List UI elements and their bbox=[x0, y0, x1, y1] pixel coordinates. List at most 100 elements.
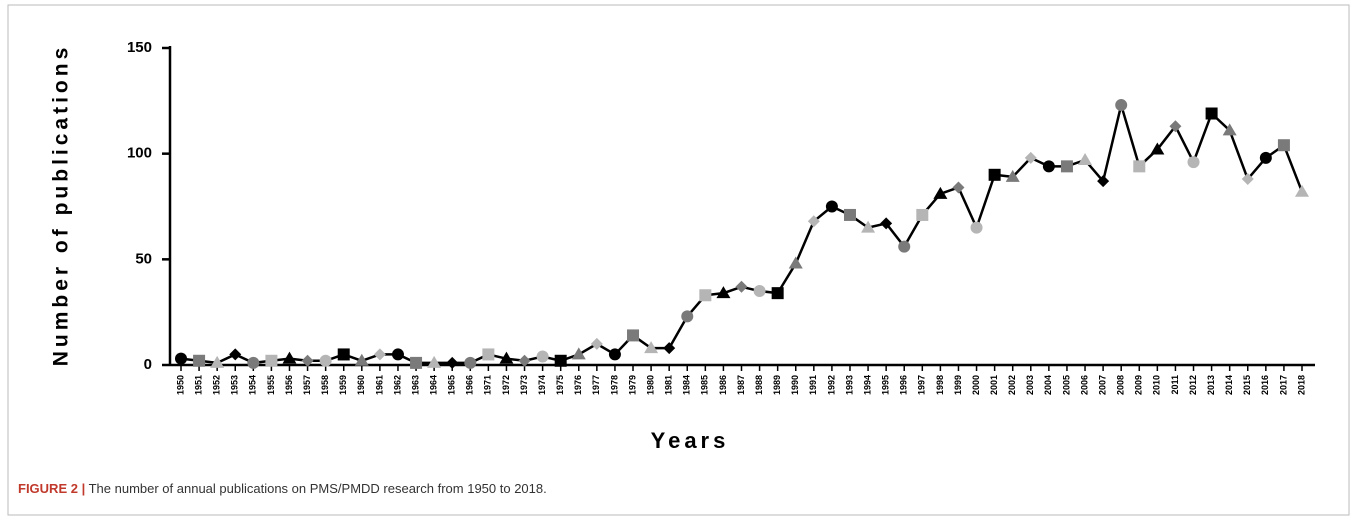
marker bbox=[210, 355, 225, 368]
marker bbox=[1241, 173, 1254, 186]
x-tick-label: 1990 bbox=[790, 375, 800, 395]
marker bbox=[663, 342, 676, 355]
marker bbox=[1060, 160, 1073, 173]
x-tick-label: 2004 bbox=[1043, 375, 1053, 395]
x-tick-label: 2009 bbox=[1134, 375, 1144, 395]
marker bbox=[427, 355, 442, 368]
x-tick-label: 1966 bbox=[465, 375, 475, 395]
marker bbox=[1005, 169, 1020, 182]
x-tick-label: 1991 bbox=[808, 375, 818, 395]
marker bbox=[337, 348, 350, 361]
x-tick-label: 1993 bbox=[844, 375, 854, 395]
x-tick-label: 1953 bbox=[230, 375, 240, 395]
marker bbox=[410, 356, 423, 369]
x-tick-label: 1979 bbox=[627, 375, 637, 395]
x-tick-label: 1959 bbox=[338, 375, 348, 395]
marker bbox=[301, 354, 314, 367]
x-tick-label: 2012 bbox=[1188, 375, 1198, 395]
marker bbox=[247, 356, 260, 369]
marker bbox=[753, 285, 766, 298]
x-tick-label: 2015 bbox=[1242, 375, 1252, 395]
marker bbox=[482, 348, 495, 361]
x-tick-label: 1972 bbox=[501, 375, 511, 395]
marker bbox=[825, 200, 838, 213]
y-axis-label: Number of publications bbox=[50, 44, 73, 367]
x-tick-label: 1994 bbox=[862, 375, 872, 395]
x-tick-label: 2013 bbox=[1206, 375, 1216, 395]
marker bbox=[843, 208, 856, 221]
marker bbox=[1024, 151, 1037, 164]
marker bbox=[446, 356, 459, 369]
marker bbox=[1097, 175, 1110, 188]
x-tick-label: 1996 bbox=[899, 375, 909, 395]
x-tick-label: 1987 bbox=[736, 375, 746, 395]
marker bbox=[1133, 160, 1146, 173]
marker bbox=[1259, 151, 1272, 164]
caption-label: FIGURE 2 | bbox=[18, 481, 85, 496]
x-tick-label: 1964 bbox=[429, 375, 439, 395]
x-tick-label: 1998 bbox=[935, 375, 945, 395]
x-tick-label: 1975 bbox=[555, 375, 565, 395]
marker bbox=[354, 353, 369, 366]
marker bbox=[861, 220, 876, 233]
marker bbox=[898, 240, 911, 253]
marker bbox=[788, 256, 803, 269]
data-line bbox=[180, 103, 1304, 365]
x-tick-label: 1957 bbox=[302, 375, 312, 395]
x-tick-label: 1984 bbox=[682, 375, 692, 395]
x-tick-label: 2018 bbox=[1296, 375, 1306, 395]
marker bbox=[933, 186, 948, 199]
x-tick-label: 2003 bbox=[1025, 375, 1035, 395]
x-tick-label: 1962 bbox=[392, 375, 402, 395]
x-tick-label: 1971 bbox=[483, 375, 493, 395]
marker bbox=[970, 221, 983, 234]
marker bbox=[319, 354, 332, 367]
x-tick-label: 1960 bbox=[356, 375, 366, 395]
marker bbox=[807, 215, 820, 228]
x-tick-label: 2000 bbox=[971, 375, 981, 395]
marker bbox=[916, 208, 929, 221]
marker bbox=[193, 354, 206, 367]
marker bbox=[771, 287, 784, 300]
x-tick-label: 1977 bbox=[591, 375, 601, 395]
marker bbox=[282, 351, 297, 364]
marker bbox=[1169, 120, 1182, 133]
x-tick-label: 1974 bbox=[537, 375, 547, 395]
x-tick-label: 1976 bbox=[573, 375, 583, 395]
x-tick-label: 1999 bbox=[953, 375, 963, 395]
x-tick-label: 2008 bbox=[1116, 375, 1126, 395]
marker bbox=[391, 348, 404, 361]
x-tick-label: 2007 bbox=[1097, 375, 1107, 395]
x-tick-label: 2001 bbox=[989, 375, 999, 395]
x-tick-label: 2002 bbox=[1007, 375, 1017, 395]
x-tick-label: 1988 bbox=[754, 375, 764, 395]
x-tick-label: 1980 bbox=[645, 375, 655, 395]
marker bbox=[1115, 99, 1128, 112]
x-tick-label: 2016 bbox=[1260, 375, 1270, 395]
x-tick-label: 1981 bbox=[664, 375, 674, 395]
x-tick-label: 1978 bbox=[609, 375, 619, 395]
marker bbox=[499, 351, 514, 364]
x-tick-label: 1952 bbox=[212, 375, 222, 395]
x-tick-label: 1954 bbox=[248, 375, 258, 395]
marker bbox=[952, 181, 965, 194]
marker bbox=[536, 350, 549, 363]
x-tick-label: 1958 bbox=[320, 375, 330, 395]
x-tick-label: 1989 bbox=[772, 375, 782, 395]
x-tick-label: 1997 bbox=[917, 375, 927, 395]
marker bbox=[1277, 139, 1290, 152]
marker bbox=[1187, 156, 1200, 169]
x-tick-label: 1992 bbox=[826, 375, 836, 395]
y-tick-label: 50 bbox=[135, 250, 152, 267]
x-tick-label: 1956 bbox=[284, 375, 294, 395]
frame bbox=[7, 4, 1350, 516]
marker bbox=[1222, 123, 1237, 136]
x-tick-label: 1995 bbox=[881, 375, 891, 395]
marker bbox=[1078, 153, 1093, 166]
marker bbox=[716, 286, 731, 299]
x-tick-label: 1965 bbox=[447, 375, 457, 395]
caption: FIGURE 2 | The number of annual publicat… bbox=[18, 481, 547, 496]
marker bbox=[1042, 160, 1055, 173]
marker bbox=[699, 289, 712, 302]
